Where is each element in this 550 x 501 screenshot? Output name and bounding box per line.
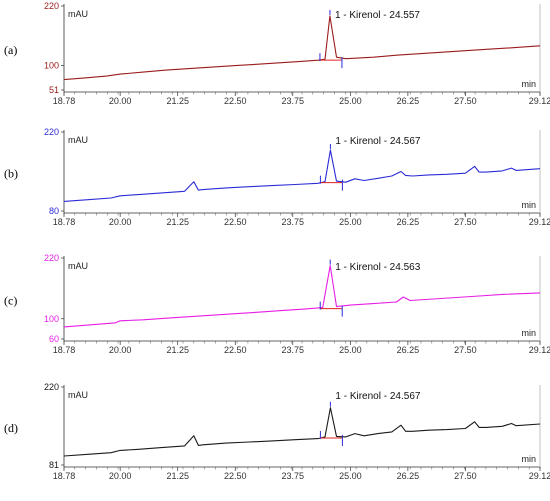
peak-label: 1 - Kirenol - 24.557 bbox=[335, 10, 420, 21]
x-tick-label: 22.50 bbox=[224, 96, 247, 106]
peak-label: 1 - Kirenol - 24.563 bbox=[335, 262, 420, 273]
x-tick-label: 20.00 bbox=[109, 217, 132, 227]
x-tick-label: 27.50 bbox=[454, 96, 477, 106]
x-tick-label: 18.78 bbox=[53, 471, 76, 481]
y-tick-label: 220 bbox=[44, 253, 59, 263]
y-tick-label: 100 bbox=[44, 314, 59, 324]
peak-label: 1 - Kirenol - 24.567 bbox=[335, 391, 420, 402]
x-tick-label: 18.78 bbox=[53, 345, 76, 355]
chromatogram-panel-d: 18.78 20.00 21.25 22.50 23.75 25.00 26.25 27.50… bbox=[4, 382, 550, 481]
chromatogram-trace bbox=[63, 265, 541, 328]
x-tick-label: 26.25 bbox=[397, 471, 420, 481]
peak-label: 1 - Kirenol - 24.567 bbox=[335, 136, 420, 147]
panel-label: (a) bbox=[4, 43, 17, 57]
chromatogram-panel-b: 18.78 20.00 21.25 22.50 23.75 25.00 26.25 27.50… bbox=[4, 127, 550, 227]
y-tick-label: 220 bbox=[44, 382, 59, 392]
x-tick-label: 22.50 bbox=[224, 345, 247, 355]
y-axis-unit: mAU bbox=[68, 9, 88, 19]
x-tick-label: 22.50 bbox=[224, 471, 247, 481]
x-tick-label: 29.12 bbox=[529, 345, 550, 355]
panel-label: (b) bbox=[4, 167, 18, 181]
chromatogram-trace bbox=[63, 15, 541, 81]
y-tick-label: 220 bbox=[44, 127, 59, 137]
x-tick-label: 23.75 bbox=[282, 217, 305, 227]
x-tick-label: 25.00 bbox=[339, 471, 362, 481]
chromatogram-trace bbox=[63, 149, 541, 202]
x-tick-label: 29.12 bbox=[529, 217, 550, 227]
x-tick-label: 26.25 bbox=[397, 345, 420, 355]
x-tick-label: 20.00 bbox=[109, 345, 132, 355]
x-tick-label: 20.00 bbox=[109, 471, 132, 481]
x-tick-label: 29.12 bbox=[529, 96, 550, 106]
y-tick-label: 51 bbox=[49, 85, 59, 95]
y-axis-unit: mAU bbox=[68, 390, 88, 400]
x-tick-label: 21.25 bbox=[166, 217, 189, 227]
x-tick-label: 21.25 bbox=[166, 96, 189, 106]
x-tick-label: 27.50 bbox=[454, 345, 477, 355]
x-tick-label: 22.50 bbox=[224, 217, 247, 227]
x-tick-label: 26.25 bbox=[397, 217, 420, 227]
x-axis-unit: min bbox=[521, 200, 536, 210]
x-axis-unit: min bbox=[521, 328, 536, 338]
x-tick-label: 18.78 bbox=[53, 217, 76, 227]
y-tick-label: 100 bbox=[44, 61, 59, 71]
chromatogram-panel-c: 18.78 20.00 21.25 22.50 23.75 25.00 26.25 27.50… bbox=[4, 253, 550, 355]
y-tick-label: 80 bbox=[49, 206, 59, 216]
x-tick-label: 23.75 bbox=[282, 96, 305, 106]
y-axis-unit: mAU bbox=[68, 261, 88, 271]
y-tick-label: 60 bbox=[49, 334, 59, 344]
x-tick-label: 21.25 bbox=[166, 471, 189, 481]
chromatogram-trace bbox=[63, 407, 541, 457]
x-tick-label: 27.50 bbox=[454, 471, 477, 481]
y-axis-unit: mAU bbox=[68, 135, 88, 145]
x-axis-unit: min bbox=[521, 454, 536, 464]
x-tick-label: 26.25 bbox=[397, 96, 420, 106]
panel-label: (d) bbox=[4, 421, 18, 435]
x-axis-unit: min bbox=[521, 79, 536, 89]
x-tick-label: 25.00 bbox=[339, 345, 362, 355]
panel-label: (c) bbox=[4, 294, 17, 308]
x-tick-label: 25.00 bbox=[339, 96, 362, 106]
x-tick-label: 20.00 bbox=[109, 96, 132, 106]
chromatogram-panel-a: 18.78 20.00 21.25 22.50 23.75 25.00 26.25 27.50… bbox=[4, 1, 550, 106]
y-tick-label: 220 bbox=[44, 1, 59, 11]
x-tick-label: 29.12 bbox=[529, 471, 550, 481]
x-tick-label: 18.78 bbox=[53, 96, 76, 106]
x-tick-label: 27.50 bbox=[454, 217, 477, 227]
x-tick-label: 23.75 bbox=[282, 471, 305, 481]
x-tick-label: 25.00 bbox=[339, 217, 362, 227]
y-tick-label: 81 bbox=[49, 460, 59, 470]
x-tick-label: 21.25 bbox=[166, 345, 189, 355]
x-tick-label: 23.75 bbox=[282, 345, 305, 355]
